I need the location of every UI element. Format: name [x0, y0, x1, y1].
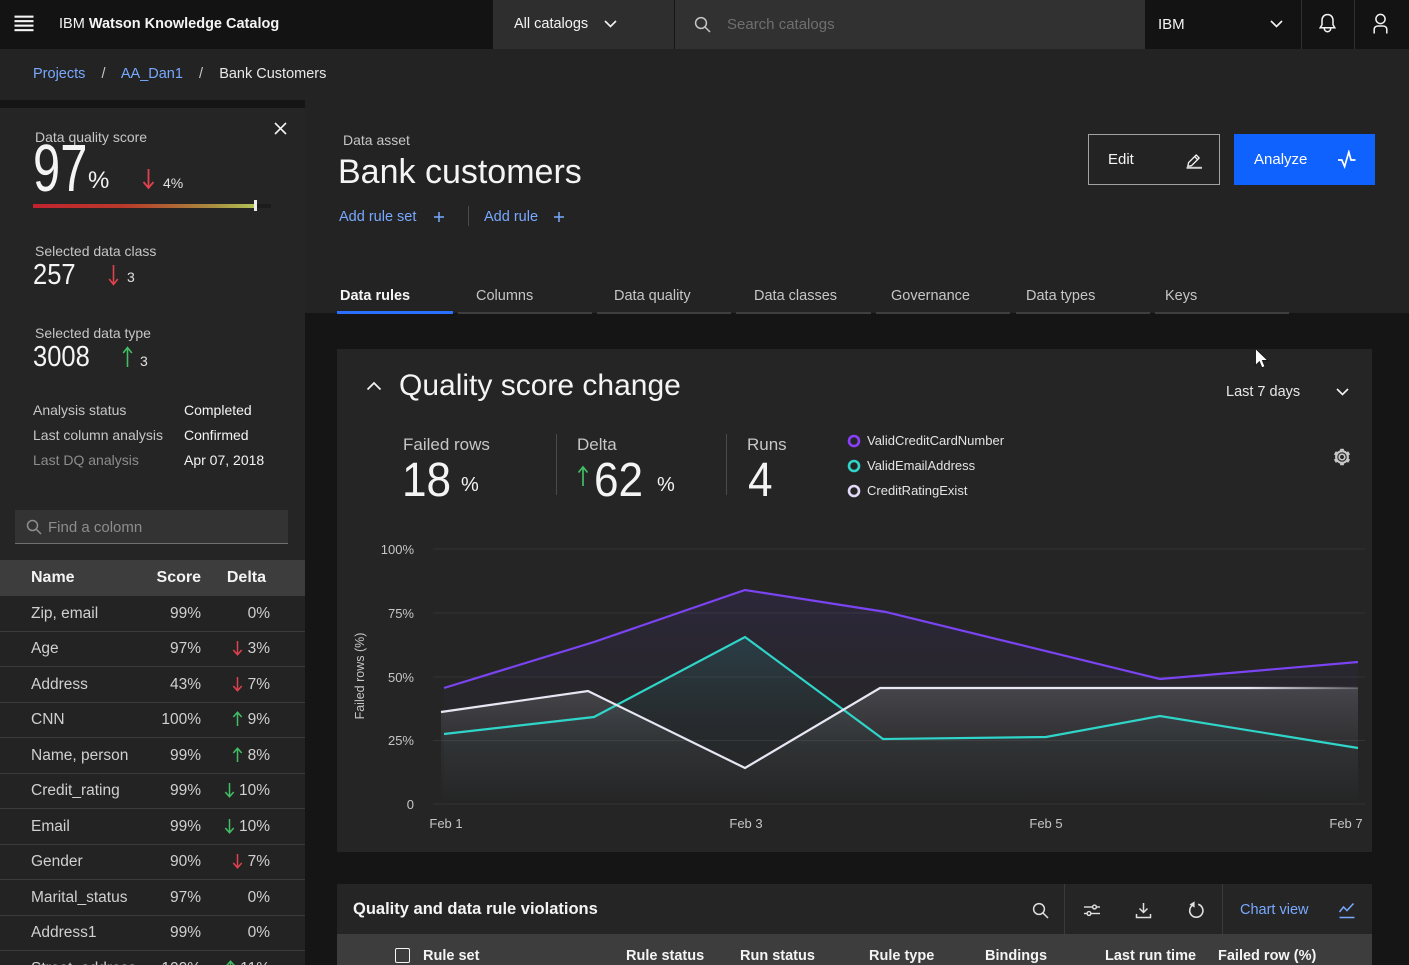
- svg-text:Feb 5: Feb 5: [1029, 816, 1062, 831]
- svg-text:Feb 1: Feb 1: [429, 816, 462, 831]
- svg-text:25%: 25%: [388, 733, 414, 748]
- svg-text:50%: 50%: [388, 670, 414, 685]
- svg-text:Feb 3: Feb 3: [729, 816, 762, 831]
- svg-text:Feb 7: Feb 7: [1329, 816, 1362, 831]
- svg-text:Failed rows (%): Failed rows (%): [353, 633, 367, 720]
- svg-text:75%: 75%: [388, 606, 414, 621]
- svg-text:0: 0: [407, 797, 414, 812]
- svg-text:100%: 100%: [381, 542, 415, 557]
